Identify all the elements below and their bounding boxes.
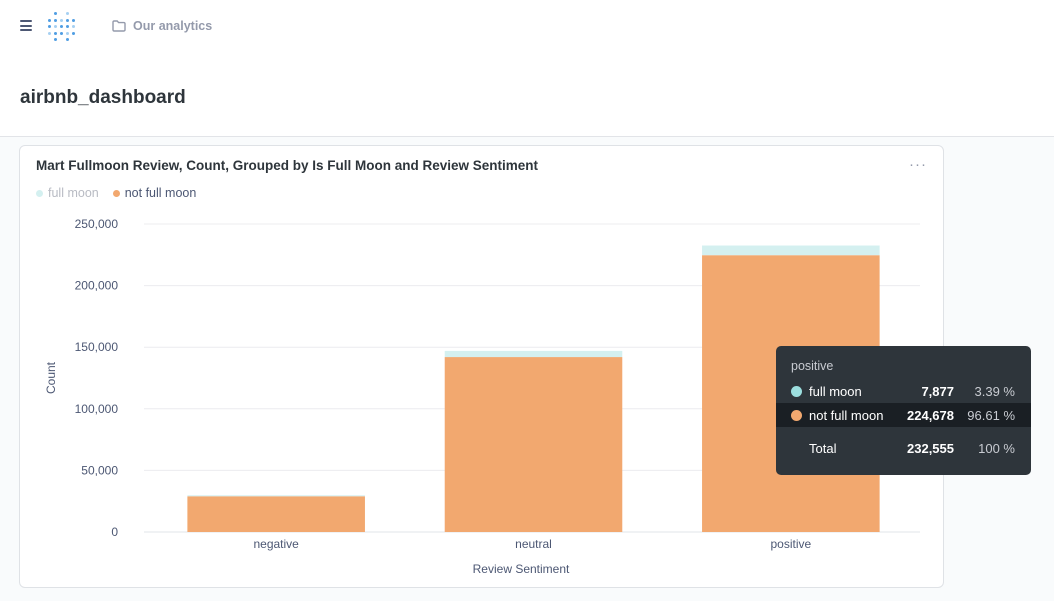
tooltip-category: positive bbox=[791, 359, 834, 373]
tooltip-series-name: full moon bbox=[809, 384, 862, 399]
top-navigation-bar: Our analytics bbox=[0, 0, 1054, 52]
logo-dot bbox=[54, 25, 57, 28]
x-tick-label: positive bbox=[770, 537, 811, 551]
tooltip-value: 7,877 bbox=[921, 384, 954, 399]
y-tick-label: 100,000 bbox=[75, 402, 119, 416]
legend-label: not full moon bbox=[124, 186, 197, 200]
dashboard-header: airbnb_dashboard bbox=[0, 52, 1054, 137]
chart-legend: full moon not full moon bbox=[36, 186, 196, 200]
y-tick-label: 200,000 bbox=[75, 279, 119, 293]
x-tick-label: neutral bbox=[515, 537, 552, 551]
legend-label: full moon bbox=[48, 186, 99, 200]
metabase-logo[interactable] bbox=[48, 12, 76, 42]
tooltip-total-label: Total bbox=[809, 441, 837, 456]
logo-dot bbox=[60, 31, 63, 35]
logo-dot bbox=[54, 18, 57, 22]
logo-dot bbox=[66, 31, 69, 35]
tooltip-percent: 96.61 % bbox=[967, 408, 1015, 423]
bar-full-moon-negative[interactable] bbox=[187, 495, 365, 497]
tooltip-row-total: Total 232,555 100 % bbox=[776, 436, 1031, 460]
logo-dot bbox=[66, 12, 69, 15]
logo-dot bbox=[72, 25, 75, 28]
logo-dot bbox=[54, 12, 57, 15]
card-title[interactable]: Mart Fullmoon Review, Count, Grouped by … bbox=[36, 158, 539, 173]
breadcrumb-label: Our analytics bbox=[133, 19, 213, 33]
logo-dot bbox=[48, 25, 51, 28]
bar-not-full-moon-negative[interactable] bbox=[187, 496, 365, 532]
legend-item-not-full-moon[interactable]: not full moon bbox=[112, 186, 197, 200]
y-tick-label: 50,000 bbox=[81, 463, 118, 477]
bar-full-moon-positive[interactable] bbox=[702, 245, 880, 256]
logo-dot bbox=[72, 18, 75, 22]
logo-dot bbox=[60, 18, 63, 22]
chart-tooltip: positive full moon 7,877 3.39 % not full… bbox=[776, 346, 1031, 475]
tooltip-total-percent: 100 % bbox=[978, 441, 1015, 456]
logo-dot bbox=[66, 18, 69, 22]
folder-icon bbox=[112, 20, 126, 32]
legend-dot-not-full-moon bbox=[112, 189, 120, 197]
tooltip-row-full-moon: full moon 7,877 3.39 % bbox=[776, 379, 1031, 403]
logo-dot bbox=[60, 25, 63, 28]
breadcrumb[interactable]: Our analytics bbox=[112, 18, 212, 34]
logo-dot bbox=[54, 38, 57, 41]
tooltip-dot-not-full-moon bbox=[791, 410, 802, 421]
logo-dot bbox=[54, 31, 57, 35]
y-tick-label: 250,000 bbox=[75, 217, 119, 231]
y-tick-label: 0 bbox=[111, 525, 118, 539]
logo-dot bbox=[66, 25, 69, 28]
card-menu-icon[interactable]: ··· bbox=[909, 156, 927, 173]
bar-full-moon-neutral[interactable] bbox=[444, 350, 623, 358]
tooltip-percent: 3.39 % bbox=[974, 384, 1015, 399]
logo-dot bbox=[48, 18, 51, 22]
legend-dot-full-moon bbox=[36, 189, 43, 197]
tooltip-dot-full-moon bbox=[791, 386, 802, 397]
y-tick-label: 150,000 bbox=[75, 340, 119, 354]
page-title: airbnb_dashboard bbox=[20, 87, 186, 108]
logo-dot bbox=[72, 31, 75, 35]
tooltip-value: 224,678 bbox=[907, 408, 954, 423]
legend-item-full-moon[interactable]: full moon bbox=[36, 186, 99, 200]
logo-dot bbox=[48, 31, 51, 35]
tooltip-series-name: not full moon bbox=[809, 408, 884, 423]
hamburger-menu-icon[interactable] bbox=[20, 20, 32, 31]
x-tick-label: negative bbox=[253, 537, 299, 551]
tooltip-row-not-full-moon: not full moon 224,678 96.61 % bbox=[776, 403, 1031, 427]
tooltip-total-value: 232,555 bbox=[907, 441, 954, 456]
bar-not-full-moon-neutral[interactable] bbox=[444, 357, 623, 532]
logo-dot bbox=[66, 38, 69, 41]
y-axis-title: Count bbox=[44, 361, 58, 394]
x-axis-title: Review Sentiment bbox=[473, 562, 570, 576]
